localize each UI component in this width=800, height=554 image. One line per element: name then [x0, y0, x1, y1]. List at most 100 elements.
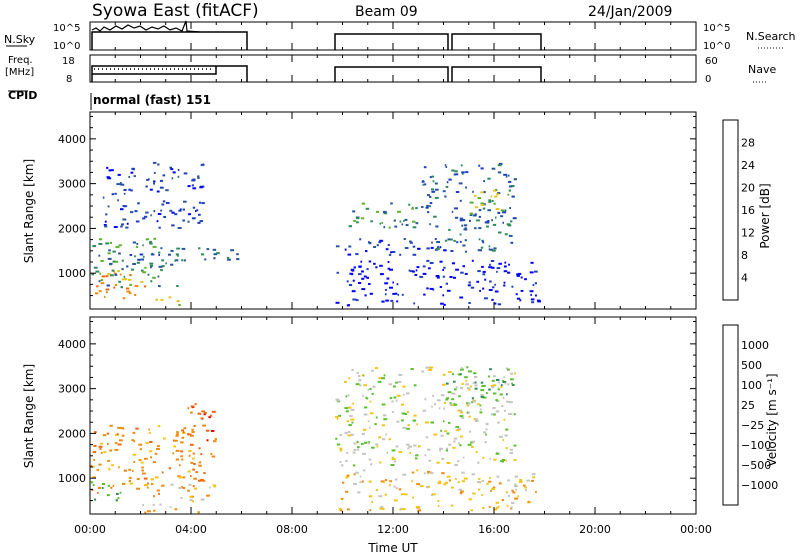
range-cell — [469, 201, 474, 204]
range-cell — [383, 418, 388, 421]
range-cell — [142, 504, 144, 507]
range-cell — [422, 183, 425, 186]
range-cell — [356, 441, 359, 443]
range-cell — [200, 478, 204, 481]
colorbar-tick-label: −500 — [741, 459, 771, 472]
range-cell — [191, 500, 194, 503]
range-cell — [530, 298, 535, 301]
range-cell — [461, 224, 464, 227]
range-cell — [424, 454, 427, 457]
freq-label-line1: Freq. — [8, 55, 33, 66]
range-cell — [387, 244, 390, 246]
range-cell — [107, 443, 109, 445]
range-cell — [474, 387, 478, 390]
range-cell — [160, 298, 164, 301]
range-cell — [183, 427, 187, 430]
range-cell — [448, 443, 452, 446]
range-cell — [138, 443, 143, 446]
range-cell — [129, 283, 132, 286]
range-cell — [507, 271, 511, 274]
range-cell — [191, 179, 195, 182]
range-cell — [392, 385, 396, 388]
range-cell — [156, 448, 160, 450]
range-cell — [190, 405, 195, 408]
range-cell — [536, 299, 541, 302]
range-cell — [160, 209, 163, 212]
range-cell — [117, 270, 120, 273]
range-cell — [406, 443, 410, 446]
range-cell — [468, 498, 472, 501]
range-cell — [145, 238, 150, 241]
range-cell — [362, 374, 365, 377]
range-cell — [212, 248, 217, 251]
range-cell — [145, 185, 148, 188]
range-cell — [107, 273, 111, 276]
range-cell — [455, 386, 458, 389]
range-cell — [535, 490, 537, 493]
range-cell — [170, 483, 174, 486]
range-cell — [122, 482, 126, 485]
range-cell — [515, 488, 517, 491]
range-cell — [369, 292, 373, 295]
range-cell — [440, 429, 442, 432]
range-cell — [483, 191, 486, 194]
range-cell — [188, 454, 191, 457]
range-cell — [340, 464, 344, 467]
range-cell — [153, 171, 156, 174]
range-cell — [188, 450, 192, 452]
range-cell — [126, 287, 130, 290]
range-cell — [489, 368, 492, 371]
range-cell — [375, 443, 378, 446]
range-cell — [505, 459, 507, 462]
range-cell — [106, 166, 109, 169]
range-cell — [177, 175, 180, 178]
range-cell — [158, 492, 160, 495]
range-cell — [449, 238, 453, 241]
range-cell — [130, 268, 134, 271]
range-cell — [446, 432, 450, 435]
range-cell — [361, 270, 364, 273]
range-cell — [451, 404, 455, 406]
range-cell — [363, 413, 368, 416]
range-cell — [428, 205, 431, 208]
range-cell — [460, 271, 464, 274]
range-cell — [338, 507, 342, 510]
range-cell — [478, 209, 482, 212]
range-cell — [147, 482, 149, 485]
range-cell — [193, 463, 196, 465]
range-cell — [473, 372, 477, 375]
range-cell — [361, 217, 365, 220]
velocity-y-axis: 1000 2000 3000 4000 — [58, 320, 696, 502]
range-cell — [381, 222, 383, 224]
range-cell — [148, 431, 151, 434]
range-cell — [98, 243, 103, 245]
range-cell — [345, 410, 349, 413]
range-cell — [335, 301, 340, 304]
range-cell — [493, 413, 496, 416]
range-cell — [456, 241, 459, 244]
range-cell — [176, 431, 179, 434]
range-cell — [459, 373, 462, 376]
range-cell — [98, 445, 103, 448]
range-cell — [447, 238, 451, 241]
range-cell — [119, 182, 122, 184]
velocity-panel-frame — [89, 316, 697, 515]
range-cell — [142, 217, 146, 220]
range-cell — [457, 460, 460, 463]
range-cell — [133, 461, 136, 463]
range-cell — [118, 280, 122, 283]
range-cell — [444, 481, 449, 484]
range-cell — [105, 291, 108, 294]
range-cell — [190, 475, 192, 477]
range-cell — [208, 486, 211, 489]
range-cell — [510, 220, 513, 223]
colorbar-tick-label: −1000 — [741, 479, 778, 492]
range-cell — [153, 495, 155, 498]
range-cell — [335, 416, 339, 418]
range-cell — [367, 388, 370, 391]
range-cell — [117, 426, 122, 429]
y-tick-label: 2000 — [58, 427, 86, 440]
range-cell — [211, 455, 216, 458]
range-cell — [412, 270, 415, 273]
range-cell — [361, 433, 365, 435]
